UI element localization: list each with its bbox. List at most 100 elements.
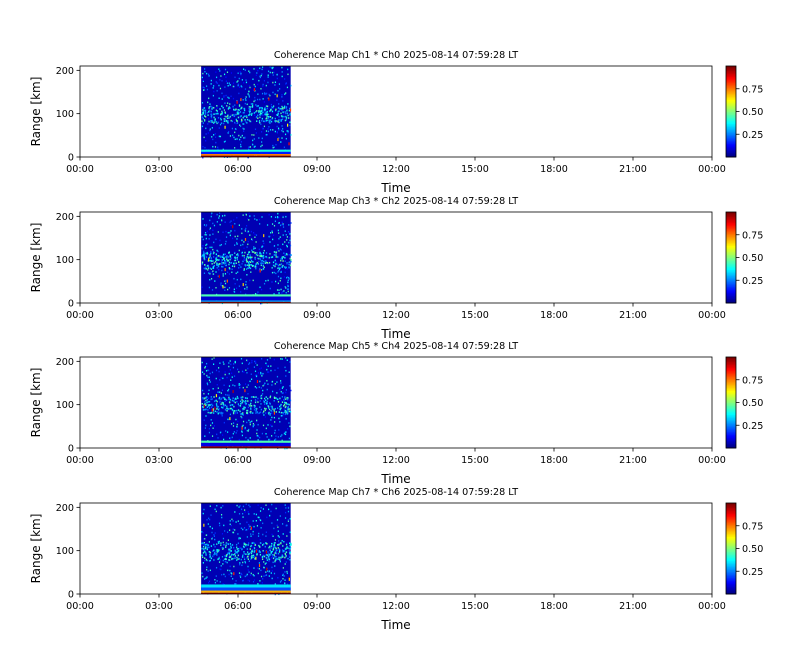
heatmap-cell bbox=[202, 532, 204, 534]
heatmap-cell bbox=[213, 535, 216, 538]
heatmap-cell bbox=[237, 554, 239, 557]
heatmap-cell bbox=[232, 108, 235, 111]
colorbar-segment bbox=[726, 578, 736, 581]
heatmap-cell bbox=[265, 93, 267, 95]
heatmap-cell bbox=[268, 93, 270, 96]
heatmap-cell bbox=[223, 262, 225, 265]
heatmap-cell bbox=[259, 380, 261, 383]
heatmap-cell bbox=[212, 408, 215, 410]
heatmap-cell bbox=[211, 121, 213, 124]
colorbar-segment bbox=[726, 400, 736, 403]
heatmap-cell bbox=[201, 403, 203, 405]
heatmap-cell bbox=[205, 534, 207, 536]
heatmap-cell bbox=[217, 112, 219, 115]
y-tick-label: 200 bbox=[56, 503, 74, 514]
heatmap-cell bbox=[234, 557, 236, 559]
heatmap-cell bbox=[267, 570, 269, 572]
heatmap-cell bbox=[264, 382, 266, 385]
heatmap-cell bbox=[258, 108, 261, 110]
heatmap-cell bbox=[260, 302, 262, 305]
heatmap-cell bbox=[251, 256, 253, 259]
heatmap-cell bbox=[285, 409, 287, 412]
colorbar-segment bbox=[726, 557, 736, 560]
heatmap-cell bbox=[227, 102, 229, 104]
heatmap-cell bbox=[262, 265, 264, 267]
heatmap-cell bbox=[250, 410, 252, 413]
colorbar-segment bbox=[726, 432, 736, 435]
heatmap-cell bbox=[215, 550, 218, 553]
colorbar-segment bbox=[726, 262, 736, 265]
heatmap-cell bbox=[213, 262, 215, 264]
heatmap-cell bbox=[284, 582, 286, 584]
heatmap-cell bbox=[267, 412, 270, 414]
heatmap-cell bbox=[223, 573, 225, 576]
heatmap-cell bbox=[275, 251, 277, 254]
heatmap-cell bbox=[284, 241, 286, 243]
colorbar-segment bbox=[726, 543, 736, 546]
heatmap-cell bbox=[252, 423, 255, 425]
heatmap-cell bbox=[270, 510, 272, 513]
heatmap-band bbox=[201, 440, 291, 443]
colorbar-segment bbox=[726, 75, 736, 78]
heatmap-cell bbox=[253, 134, 255, 136]
heatmap-cell bbox=[284, 511, 287, 514]
heatmap-cell bbox=[281, 523, 284, 525]
heatmap-cell bbox=[286, 262, 288, 264]
heatmap-cell bbox=[228, 251, 231, 254]
heatmap-cell bbox=[207, 266, 210, 268]
heatmap-cell bbox=[225, 399, 228, 401]
y-tick-label: 100 bbox=[56, 109, 74, 120]
heatmap-cell bbox=[253, 404, 255, 407]
heatmap-cell bbox=[235, 521, 237, 523]
heatmap-cell bbox=[248, 146, 250, 148]
heatmap-cell bbox=[225, 430, 227, 432]
heatmap-band bbox=[201, 151, 291, 154]
heatmap-cell bbox=[256, 400, 258, 402]
heatmap-cell bbox=[236, 257, 238, 259]
heatmap-cell bbox=[211, 371, 214, 374]
heatmap-cell bbox=[223, 438, 225, 441]
heatmap-cell bbox=[252, 78, 254, 81]
heatmap-cell bbox=[234, 235, 236, 238]
x-tick-label: 00:00 bbox=[698, 455, 726, 466]
heatmap-cell bbox=[201, 572, 203, 574]
heatmap-cell bbox=[228, 551, 230, 554]
colorbar-segment bbox=[726, 580, 736, 583]
heatmap-cell bbox=[261, 432, 263, 435]
heatmap-cell bbox=[237, 113, 240, 115]
heatmap-cell bbox=[243, 553, 246, 555]
heatmap-cell bbox=[263, 234, 265, 238]
heatmap-cell bbox=[269, 395, 272, 397]
heatmap-cell bbox=[240, 98, 242, 102]
heatmap-cell bbox=[221, 401, 223, 404]
heatmap-cell bbox=[232, 114, 234, 117]
heatmap-cell bbox=[261, 262, 263, 264]
heatmap-cell bbox=[233, 401, 236, 403]
heatmap-cell bbox=[202, 117, 204, 120]
heatmap-cell bbox=[203, 136, 205, 139]
heatmap-cell bbox=[286, 359, 288, 361]
heatmap-cell bbox=[206, 374, 208, 377]
heatmap-cell bbox=[210, 79, 212, 82]
heatmap-cell bbox=[229, 221, 231, 224]
heatmap-cell bbox=[239, 138, 241, 141]
heatmap-cell bbox=[210, 277, 213, 280]
colorbar-segment bbox=[726, 137, 736, 140]
heatmap-cell bbox=[219, 70, 221, 72]
heatmap-cell bbox=[257, 535, 260, 537]
heatmap-cell bbox=[232, 425, 235, 427]
heatmap-cell bbox=[206, 111, 208, 114]
heatmap-cell bbox=[203, 403, 206, 406]
heatmap-cell bbox=[218, 135, 220, 138]
heatmap-cell bbox=[277, 119, 279, 122]
heatmap-cell bbox=[241, 263, 243, 265]
heatmap-cell bbox=[278, 106, 280, 109]
heatmap-cell bbox=[208, 379, 211, 381]
heatmap-cell bbox=[224, 86, 226, 88]
heatmap-cell bbox=[216, 259, 218, 261]
heatmap-cell bbox=[202, 79, 204, 82]
colorbar-segment bbox=[726, 231, 736, 234]
heatmap-cell bbox=[246, 260, 249, 263]
heatmap-cell bbox=[264, 106, 266, 109]
heatmap-data bbox=[201, 503, 292, 596]
